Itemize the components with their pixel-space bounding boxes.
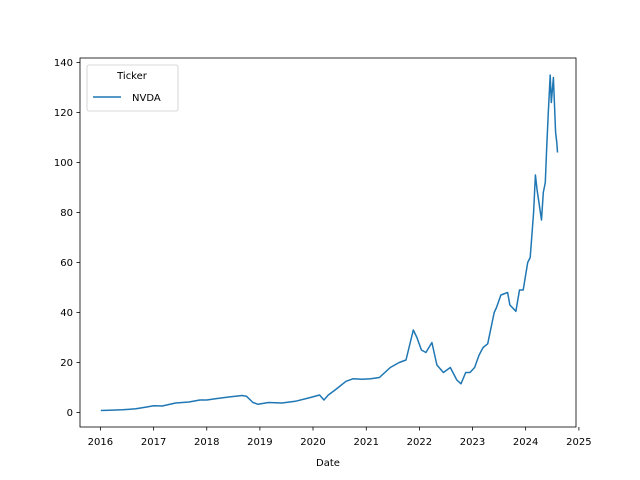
y-tick-label: 0 [67, 408, 73, 419]
legend-box [86, 64, 179, 112]
y-tick-label: 20 [60, 358, 73, 369]
x-tick-label: 2019 [247, 437, 272, 448]
y-tick-label: 80 [60, 208, 73, 219]
y-tick-label: 120 [54, 108, 73, 119]
plot-area [100, 74, 559, 412]
x-tick-label: 2022 [407, 437, 432, 448]
x-tick-label: 2017 [141, 437, 166, 448]
legend-title: Ticker [116, 71, 148, 82]
x-tick-label: 2025 [566, 437, 591, 448]
x-tick-label: 2020 [300, 437, 325, 448]
y-tick-label: 40 [60, 308, 73, 319]
x-tick-label: 2021 [354, 437, 379, 448]
legend: Ticker NVDA [86, 64, 179, 112]
y-tick-label: 140 [54, 58, 73, 69]
series-line-nvda [100, 74, 559, 412]
x-tick-label: 2018 [194, 437, 219, 448]
y-tick-label: 60 [60, 258, 73, 269]
x-tick-label: 2023 [460, 437, 485, 448]
x-tick-label: 2024 [513, 437, 538, 448]
axes-frame [79, 57, 577, 428]
legend-label-nvda: NVDA [132, 93, 161, 104]
x-axis-title: Date [316, 458, 340, 469]
y-tick-label: 100 [54, 158, 73, 169]
x-axis: 2016 2017 2018 2019 2020 2021 2022 2023 2024 2025 [88, 427, 592, 448]
y-axis: 0 20 40 60 80 100 120 140 [54, 58, 80, 419]
x-tick-label: 2016 [88, 437, 113, 448]
